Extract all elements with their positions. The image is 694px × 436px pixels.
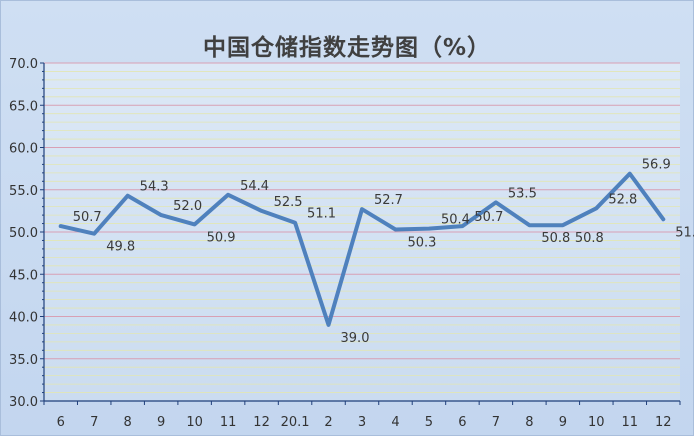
x-tick-label: 7 [492, 415, 500, 430]
y-tick-label: 70.0 [9, 57, 38, 72]
data-label: 51.1 [307, 207, 336, 222]
data-label: 50.7 [73, 210, 102, 225]
x-tick-label: 5 [425, 415, 433, 430]
y-tick-label: 50.0 [9, 226, 38, 241]
x-tick-label: 10 [588, 415, 605, 430]
data-label: 54.4 [240, 179, 269, 194]
series-line-path [58, 171, 666, 327]
chart-title: 中国仓储指数走势图（%） [202, 35, 492, 61]
x-tick-label: 7 [90, 415, 98, 430]
data-label: 39.0 [341, 331, 370, 346]
grid-lines [44, 62, 680, 393]
data-label: 51.5 [675, 225, 694, 240]
x-tick-label: 8 [124, 415, 132, 430]
x-axis-tick-labels: 6 7 8 9 10 11 12 20.1 2 3 4 5 6 7 8 9 10 11 12 [57, 415, 672, 430]
x-tick-label: 11 [220, 415, 237, 430]
y-tick-label: 40.0 [9, 311, 38, 326]
x-tick-label: 9 [157, 415, 165, 430]
data-label: 56.9 [642, 158, 671, 173]
data-label: 54.3 [140, 180, 169, 195]
x-tick-label: 6 [458, 415, 466, 430]
data-label: 50.7 [474, 210, 503, 225]
data-label: 50.3 [407, 235, 436, 250]
x-tick-label: 4 [391, 415, 399, 430]
x-tick-label: 8 [525, 415, 533, 430]
axes [40, 62, 681, 405]
data-label: 49.8 [106, 240, 135, 255]
data-label: 50.4 [441, 213, 470, 228]
series-line [58, 171, 666, 327]
y-tick-label: 65.0 [9, 99, 38, 114]
data-label: 52.8 [608, 192, 637, 207]
y-axis-tick-labels: 30.0 35.0 40.0 45.0 50.0 55.0 60.0 65.0 70.0 [9, 57, 38, 410]
x-tick-label: 12 [253, 415, 270, 430]
x-tick-label: 11 [622, 415, 639, 430]
data-label: 50.8 [575, 231, 604, 246]
x-tick-label: 2 [324, 415, 332, 430]
x-tick-label: 10 [186, 415, 203, 430]
data-label: 53.5 [508, 186, 537, 201]
data-label: 50.9 [207, 230, 236, 245]
data-label: 52.5 [274, 195, 303, 210]
data-label: 50.8 [541, 231, 570, 246]
x-tick-label: 20.1 [281, 415, 310, 430]
y-tick-label: 60.0 [9, 142, 38, 157]
x-tick-label: 3 [358, 415, 366, 430]
x-tick-label: 6 [57, 415, 65, 430]
y-tick-label: 55.0 [9, 184, 38, 199]
data-label: 52.7 [374, 193, 403, 208]
x-tick-label: 12 [655, 415, 672, 430]
x-tick-label: 9 [559, 415, 567, 430]
y-tick-label: 35.0 [9, 353, 38, 368]
data-label: 52.0 [173, 199, 202, 214]
data-labels: 50.7 49.8 54.3 52.0 50.9 54.4 52.5 51.1 39.0 52.7… [73, 158, 694, 346]
y-tick-label: 45.0 [9, 268, 38, 283]
y-tick-label: 30.0 [9, 395, 38, 410]
